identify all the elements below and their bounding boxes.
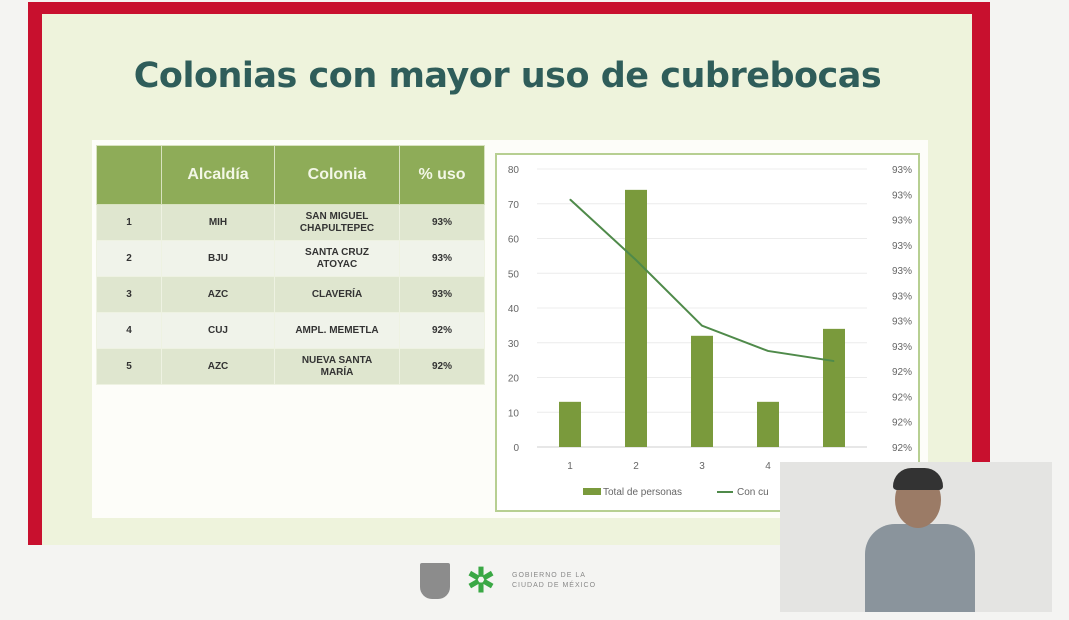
right-axis-tick-label: 93% — [892, 241, 912, 252]
column-header — [96, 145, 162, 205]
line-point — [833, 360, 835, 362]
bar — [625, 189, 647, 447]
table-cell: 93% — [399, 276, 485, 313]
left-axis-tick-label: 70 — [508, 200, 520, 211]
right-axis-tick-label: 93% — [892, 216, 912, 227]
government-logo-text: GOBIERNO DE LA CIUDAD DE MÉXICO — [512, 572, 597, 589]
table-cell: 5 — [96, 348, 162, 385]
interpreter-hair — [893, 468, 943, 490]
column-header: Colonia — [274, 145, 400, 205]
right-axis-tick-label: 92% — [892, 418, 912, 429]
table-row: 3 AZC CLAVERÍA 93% — [96, 276, 485, 313]
legend-swatch-bars — [583, 488, 601, 495]
legend-label-line: Con cu — [737, 487, 769, 498]
right-axis-tick-label: 93% — [892, 190, 912, 201]
table-row: 1 MIH SAN MIGUEL CHAPULTEPEC 93% — [96, 204, 485, 241]
table-cell: NUEVA SANTA MARÍA — [274, 348, 400, 385]
x-axis-tick-label: 4 — [765, 461, 771, 472]
line-point — [569, 198, 571, 200]
right-axis-tick-label: 92% — [892, 392, 912, 403]
right-axis-tick-label: 93% — [892, 266, 912, 277]
chart-box: 0 10 20 30 40 50 60 70 80 92% 92% 92% 92% 93% 93% 93% 93… — [495, 153, 920, 512]
right-axis-tick-label: 93% — [892, 317, 912, 328]
slide-title: Colonias con mayor uso de cubrebocas — [133, 56, 882, 96]
bar — [691, 335, 713, 447]
table-row: 5 AZC NUEVA SANTA MARÍA 92% — [96, 348, 485, 385]
table-cell: AZC — [161, 276, 275, 313]
sign-language-interpreter-video — [780, 462, 1052, 612]
line-point — [635, 259, 637, 261]
left-axis-tick-label: 10 — [508, 408, 520, 419]
table-cell: AZC — [161, 348, 275, 385]
left-axis-tick-label: 80 — [508, 165, 520, 176]
table-cell: 4 — [96, 312, 162, 349]
table-cell: BJU — [161, 240, 275, 277]
table-cell: MIH — [161, 204, 275, 241]
table-cell: 1 — [96, 204, 162, 241]
left-axis-tick-label: 50 — [508, 269, 520, 280]
right-axis-tick-label: 93% — [892, 165, 912, 176]
table-cell: SANTA CRUZ ATOYAC — [274, 240, 400, 277]
line-point — [767, 350, 769, 352]
bar — [823, 328, 845, 447]
left-axis-tick-label: 20 — [508, 374, 520, 385]
left-axis-tick-label: 40 — [508, 304, 520, 315]
footer-logos: ✲ GOBIERNO DE LA CIUDAD DE MÉXICO — [420, 562, 602, 600]
left-axis-tick-label: 60 — [508, 235, 520, 246]
table-cell: SAN MIGUEL CHAPULTEPEC — [274, 204, 400, 241]
table-cell: 93% — [399, 204, 485, 241]
left-axis-tick-label: 0 — [513, 443, 519, 454]
interpreter-body — [865, 524, 975, 612]
table-row: 4 CUJ AMPL. MEMETLA 92% — [96, 312, 485, 349]
column-header: Alcaldía — [161, 145, 275, 205]
colonias-table: Alcaldía Colonia% uso 1 MIH SAN MIGUEL CHAP… — [96, 145, 485, 385]
table-cell: 2 — [96, 240, 162, 277]
table-cell: CUJ — [161, 312, 275, 349]
combo-chart: 0 10 20 30 40 50 60 70 80 92% 92% 92% 92% 93% 93% 93% 93… — [508, 165, 912, 498]
legend-label-bars: Total de personas — [603, 487, 682, 498]
table-cell: AMPL. MEMETLA — [274, 312, 400, 349]
column-header: % uso — [399, 145, 485, 205]
coat-of-arms-logo — [420, 563, 450, 599]
bar — [757, 401, 779, 447]
right-axis-tick-label: 93% — [892, 291, 912, 302]
left-axis-tick-label: 30 — [508, 339, 520, 350]
cdmx-logo: ✲ — [466, 562, 496, 600]
x-axis-tick-label: 3 — [699, 461, 705, 472]
right-axis-tick-label: 92% — [892, 443, 912, 454]
x-axis-tick-label: 1 — [567, 461, 573, 472]
right-axis-tick-label: 92% — [892, 367, 912, 378]
table-cell: CLAVERÍA — [274, 276, 400, 313]
table-cell: 3 — [96, 276, 162, 313]
table-cell: 92% — [399, 348, 485, 385]
bar — [559, 401, 581, 447]
x-axis-tick-label: 2 — [633, 461, 639, 472]
right-axis-tick-label: 93% — [892, 342, 912, 353]
table-cell: 92% — [399, 312, 485, 349]
table-cell: 93% — [399, 240, 485, 277]
line-point — [701, 325, 703, 327]
table-row: 2 BJU SANTA CRUZ ATOYAC 93% — [96, 240, 485, 277]
